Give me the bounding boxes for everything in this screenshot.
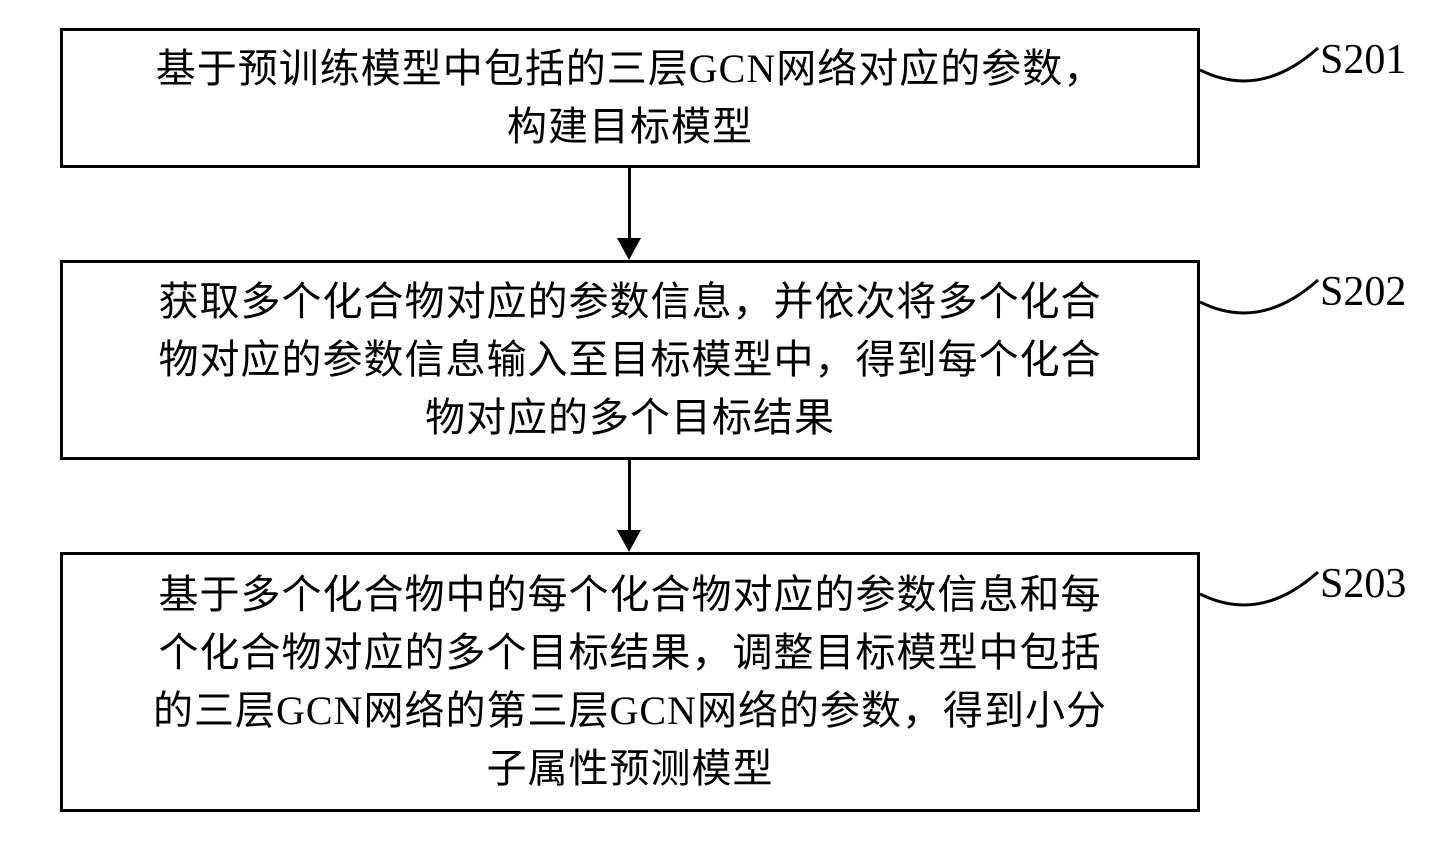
connector-svg xyxy=(1200,272,1320,332)
step-text-s201: 基于预训练模型中包括的三层GCN网络对应的参数，构建目标模型 xyxy=(156,40,1104,156)
step-label-s201: S201 xyxy=(1320,36,1406,84)
step-box-s203: 基于多个化合物中的每个化合物对应的参数信息和每个化合物对应的多个目标结果，调整目… xyxy=(60,552,1200,812)
label-connector-s201 xyxy=(1200,40,1320,100)
connector-svg xyxy=(1200,40,1320,100)
arrow-line-1 xyxy=(628,168,631,238)
connector-svg xyxy=(1200,564,1320,624)
label-connector-s203 xyxy=(1200,564,1320,624)
step-box-s201: 基于预训练模型中包括的三层GCN网络对应的参数，构建目标模型 xyxy=(60,28,1200,168)
flowchart-canvas: 基于预训练模型中包括的三层GCN网络对应的参数，构建目标模型 S201 获取多个… xyxy=(0,0,1442,853)
step-box-s202: 获取多个化合物对应的参数信息，并依次将多个化合物对应的参数信息输入至目标模型中，… xyxy=(60,260,1200,460)
connector-path xyxy=(1200,48,1318,81)
step-text-s202: 获取多个化合物对应的参数信息，并依次将多个化合物对应的参数信息输入至目标模型中，… xyxy=(159,273,1102,447)
arrow-line-2 xyxy=(628,460,631,530)
connector-path xyxy=(1200,572,1318,605)
label-connector-s202 xyxy=(1200,272,1320,332)
connector-path xyxy=(1200,280,1318,313)
arrow-head-1 xyxy=(617,238,641,260)
step-label-s202: S202 xyxy=(1320,268,1406,316)
step-label-s203: S203 xyxy=(1320,560,1406,608)
arrow-head-2 xyxy=(617,530,641,552)
step-text-s203: 基于多个化合物中的每个化合物对应的参数信息和每个化合物对应的多个目标结果，调整目… xyxy=(153,566,1107,798)
